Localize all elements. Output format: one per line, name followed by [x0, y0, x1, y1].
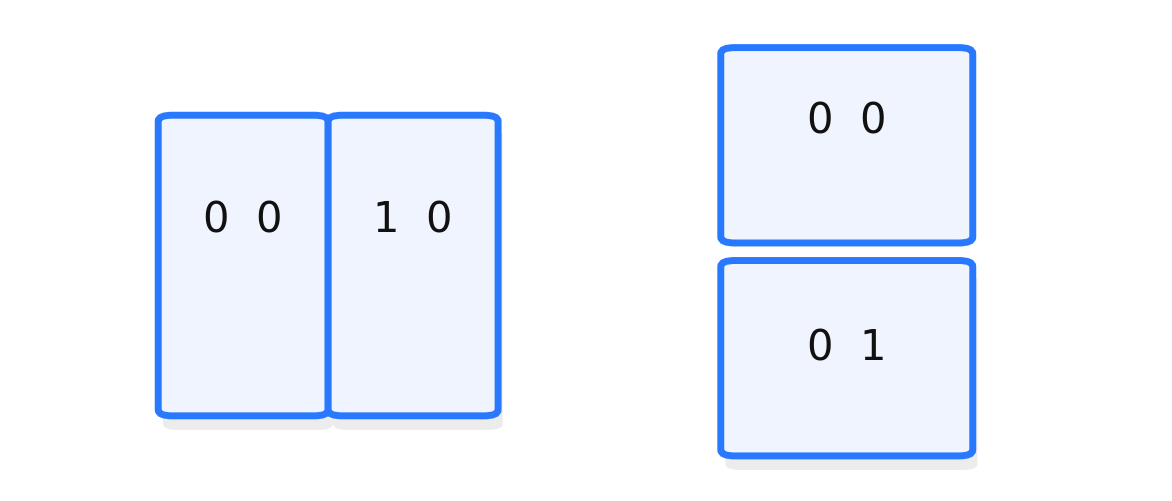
Text: 1  0: 1 0 — [374, 199, 452, 241]
Text: 0  1: 0 1 — [808, 328, 886, 369]
FancyBboxPatch shape — [725, 275, 977, 470]
FancyBboxPatch shape — [333, 129, 503, 430]
Text: 0  0: 0 0 — [808, 101, 886, 143]
Text: 0  0: 0 0 — [204, 199, 282, 241]
FancyBboxPatch shape — [721, 261, 973, 456]
FancyBboxPatch shape — [721, 48, 973, 243]
FancyBboxPatch shape — [328, 115, 498, 416]
FancyBboxPatch shape — [163, 129, 333, 430]
FancyBboxPatch shape — [158, 115, 328, 416]
